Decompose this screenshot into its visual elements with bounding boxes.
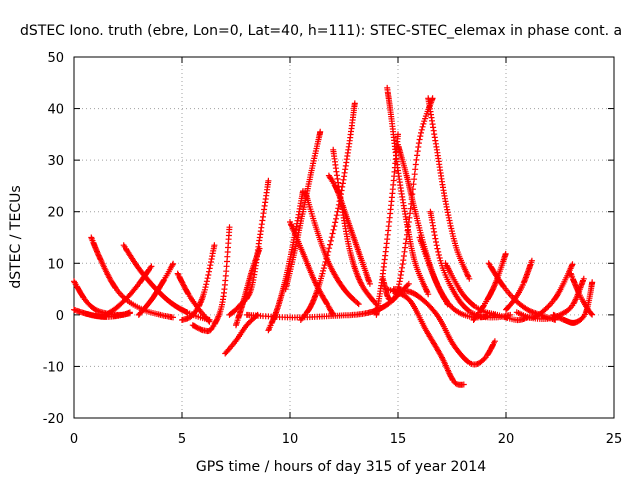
series-2	[88, 234, 176, 321]
series-22	[384, 84, 432, 298]
series-markers	[390, 286, 498, 368]
plot-area	[71, 84, 596, 388]
series-8	[189, 224, 233, 335]
x-tick-label: 5	[178, 432, 186, 447]
series-27	[390, 286, 498, 368]
series-16	[302, 188, 362, 308]
x-axis-label: GPS time / hours of day 315 of year 2014	[196, 459, 486, 475]
y-tick-labels: -20 -10 0 10 20 30 40 50	[43, 51, 64, 427]
series-markers	[425, 95, 473, 282]
chart-title: dSTEC Iono. truth (ebre, Lon=0, Lat=40, …	[20, 23, 622, 39]
x-tick-label: 0	[70, 432, 78, 447]
series-markers	[179, 242, 218, 323]
series-markers	[189, 224, 233, 335]
y-tick-label: 30	[47, 154, 64, 169]
series-33	[513, 261, 576, 321]
series-markers	[135, 260, 177, 318]
plot-frame	[73, 56, 615, 419]
series-18	[330, 146, 380, 308]
y-tick-label: 0	[56, 309, 64, 324]
y-tick-label: 40	[47, 103, 64, 118]
series-32	[503, 257, 535, 313]
tick-marks	[73, 56, 615, 419]
series-11	[233, 245, 263, 329]
series-markers	[373, 131, 401, 318]
series-6	[174, 270, 213, 325]
y-tick-label: 20	[47, 206, 64, 221]
series-1	[71, 306, 133, 320]
series-markers	[233, 245, 263, 329]
series-markers	[71, 306, 133, 320]
y-tick-label: 10	[47, 257, 64, 272]
series-28	[427, 208, 514, 321]
series-5	[135, 260, 177, 318]
series-markers	[513, 261, 576, 321]
series-markers	[330, 146, 380, 308]
axes-frame	[73, 56, 615, 419]
series-markers	[567, 270, 596, 318]
series-markers	[384, 286, 467, 388]
series-markers	[503, 257, 535, 313]
y-tick-label: 50	[47, 51, 64, 66]
x-tick-label: 20	[498, 432, 515, 447]
series-markers	[427, 208, 514, 321]
series-26	[384, 286, 467, 388]
series-markers	[174, 270, 213, 325]
x-tick-label: 15	[390, 432, 407, 447]
y-tick-label: -20	[43, 412, 64, 427]
series-markers	[88, 234, 176, 321]
x-tick-label: 25	[606, 432, 623, 447]
x-tick-labels: 0 5 10 15 20 25	[70, 432, 622, 447]
series-markers	[302, 188, 362, 308]
series-7	[179, 242, 218, 323]
x-tick-label: 10	[282, 432, 299, 447]
series-36	[567, 270, 596, 318]
grid-lines	[74, 57, 614, 418]
series-24	[425, 95, 473, 282]
series-20	[373, 131, 401, 318]
y-axis-label: dSTEC / TECUs	[8, 185, 24, 288]
series-15	[297, 100, 358, 323]
series-markers	[297, 100, 358, 323]
y-tick-label: -10	[43, 360, 64, 375]
series-markers	[384, 84, 432, 298]
